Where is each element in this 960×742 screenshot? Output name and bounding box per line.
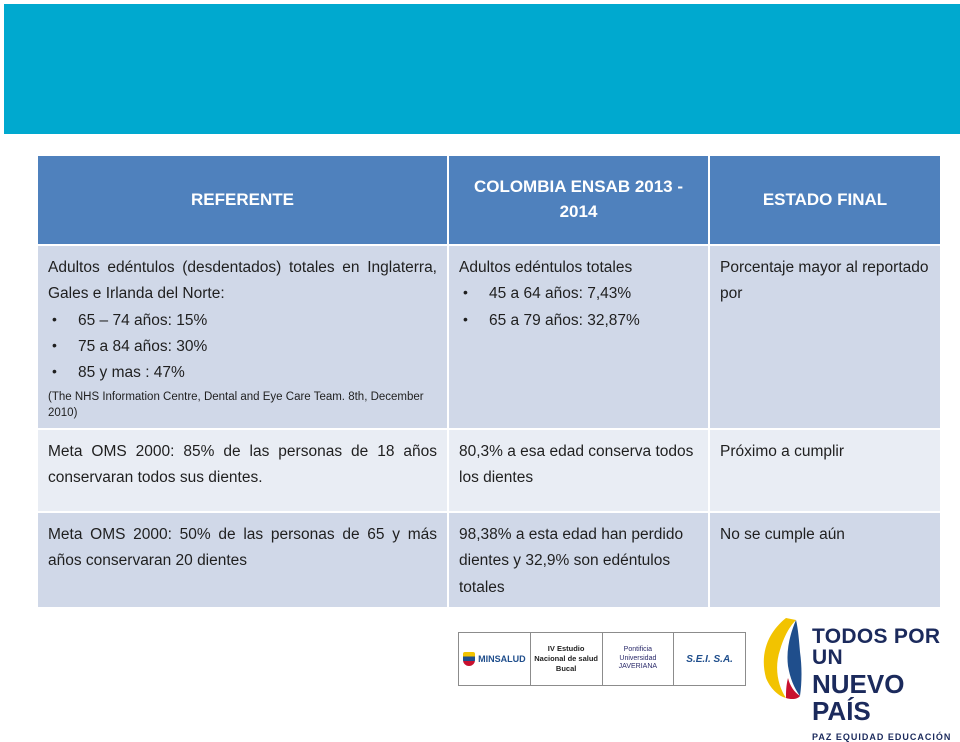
table-row: Adultos edéntulos (desdentados) totales …: [38, 243, 940, 430]
list-item: 75 a 84 años: 30%: [48, 334, 437, 360]
source-citation: (The NHS Information Centre, Dental and …: [48, 390, 424, 420]
cell-colombia: 80,3% a esa edad conserva todos los dien…: [448, 428, 710, 513]
minsalud-logo: MINSALUD: [459, 633, 531, 685]
top-banner: [4, 4, 960, 134]
table-header-row: REFERENTE COLOMBIA ENSAB 2013 - 2014 EST…: [38, 156, 940, 245]
colombia-shield-icon: [463, 652, 476, 666]
gobierno-logo: TODOS POR UN NUEVO PAÍS PAZ EQUIDAD EDUC…: [752, 612, 952, 742]
cell-referente: Adultos edéntulos (desdentados) totales …: [38, 243, 449, 430]
cell-referente: Meta OMS 2000: 85% de las personas de 18…: [38, 428, 449, 513]
estudio-logo: IV Estudio Nacional de salud Bucal: [531, 633, 603, 685]
colombia-list: 45 a 64 años: 7,43% 65 a 79 años: 32,87%: [459, 281, 698, 334]
gov-slogan-line1: TODOS POR UN: [812, 625, 941, 669]
cell-referente: Meta OMS 2000: 50% de las personas de 65…: [38, 511, 449, 608]
header-referente: REFERENTE: [38, 156, 449, 245]
header-estado: ESTADO FINAL: [709, 156, 940, 245]
partner-logos: MINSALUD IV Estudio Nacional de salud Bu…: [458, 632, 746, 686]
gov-slogan-line2: NUEVO PAÍS: [812, 669, 905, 727]
colombia-intro: Adultos edéntulos totales: [459, 259, 633, 276]
table-row: Meta OMS 2000: 85% de las personas de 18…: [38, 428, 940, 513]
sei-logo: S.E.I. S.A.: [686, 653, 733, 665]
cell-colombia: 98,38% a esta edad han perdido dientes y…: [448, 511, 710, 608]
flag-swoosh-icon: [763, 618, 802, 700]
comparison-table: REFERENTE COLOMBIA ENSAB 2013 - 2014 EST…: [38, 156, 940, 608]
list-item: 45 a 64 años: 7,43%: [459, 281, 698, 307]
cell-estado: Próximo a cumplir: [709, 428, 940, 513]
cell-estado: Porcentaje mayor al reportado por: [709, 243, 940, 430]
list-item: 65 – 74 años: 15%: [48, 308, 437, 334]
list-item: 65 a 79 años: 32,87%: [459, 308, 698, 334]
header-colombia: COLOMBIA ENSAB 2013 - 2014: [448, 156, 710, 245]
javeriana-logo: Pontificia Universidad JAVERIANA: [603, 633, 675, 685]
cell-estado: No se cumple aún: [709, 511, 940, 608]
referente-intro: Adultos edéntulos (desdentados) totales …: [48, 259, 437, 303]
list-item: 85 y mas : 47%: [48, 360, 437, 386]
table-row: Meta OMS 2000: 50% de las personas de 65…: [38, 511, 940, 608]
gov-slogan-line3: PAZ EQUIDAD EDUCACIÓN: [812, 731, 952, 742]
cell-colombia: Adultos edéntulos totales 45 a 64 años: …: [448, 243, 710, 430]
referente-list: 65 – 74 años: 15% 75 a 84 años: 30% 85 y…: [48, 308, 437, 387]
